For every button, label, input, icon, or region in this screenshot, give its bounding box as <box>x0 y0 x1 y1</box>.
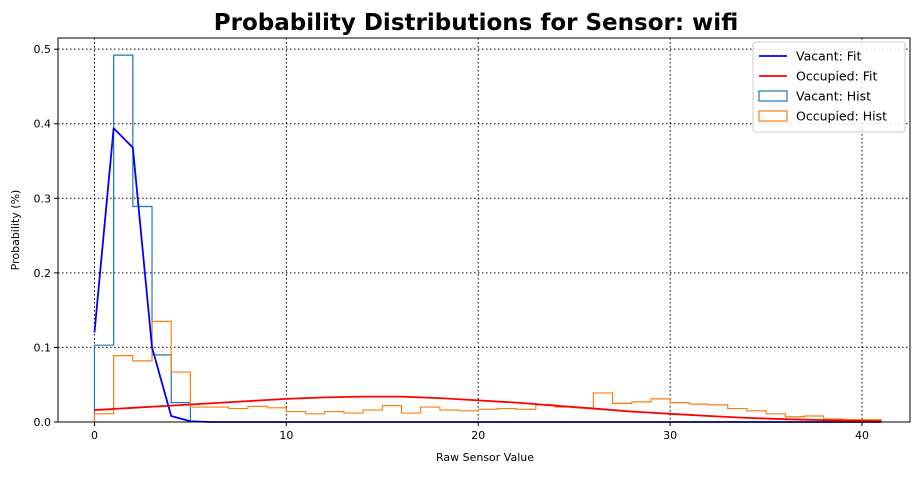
y-tick-label: 0.1 <box>34 341 52 354</box>
y-axis-label: Probability (%) <box>9 190 22 271</box>
x-tick-label: 30 <box>663 429 677 442</box>
legend-label: Occupied: Fit <box>796 69 877 84</box>
x-tick-label: 10 <box>279 429 293 442</box>
x-tick-label: 0 <box>91 429 98 442</box>
y-tick-label: 0.5 <box>34 43 52 56</box>
y-tick-label: 0.4 <box>34 118 52 131</box>
x-tick-label: 20 <box>471 429 485 442</box>
legend-label: Occupied: Hist <box>796 109 887 124</box>
y-tick-label: 0.3 <box>34 192 52 205</box>
hist-series <box>93 320 882 422</box>
hist-layer <box>93 54 882 422</box>
legend-box <box>752 41 906 133</box>
chart-title: Probability Distributions for Sensor: wi… <box>214 10 739 36</box>
fit-line-series <box>94 395 882 423</box>
y-tick-label: 0.0 <box>34 416 52 429</box>
tick-layer: 0 10 20 30 40 0.0 0.1 0.2 0.3 0.4 0.5 <box>34 43 870 442</box>
legend-label: Vacant: Hist <box>796 89 871 104</box>
x-tick-label: 40 <box>855 429 869 442</box>
line-layer <box>93 127 882 423</box>
hist-series <box>93 54 192 422</box>
y-tick-label: 0.2 <box>34 267 52 280</box>
legend-hist-swatch <box>758 90 788 102</box>
fit-line-series <box>93 127 882 423</box>
legend-label: Vacant: Fit <box>796 49 862 64</box>
x-axis-label: Raw Sensor Value <box>436 451 534 464</box>
plot-frame <box>57 37 911 423</box>
legend: Vacant: Fit Occupied: Fit Vacant: Hist Occu… <box>752 41 906 133</box>
legend-hist-swatch <box>758 110 788 122</box>
